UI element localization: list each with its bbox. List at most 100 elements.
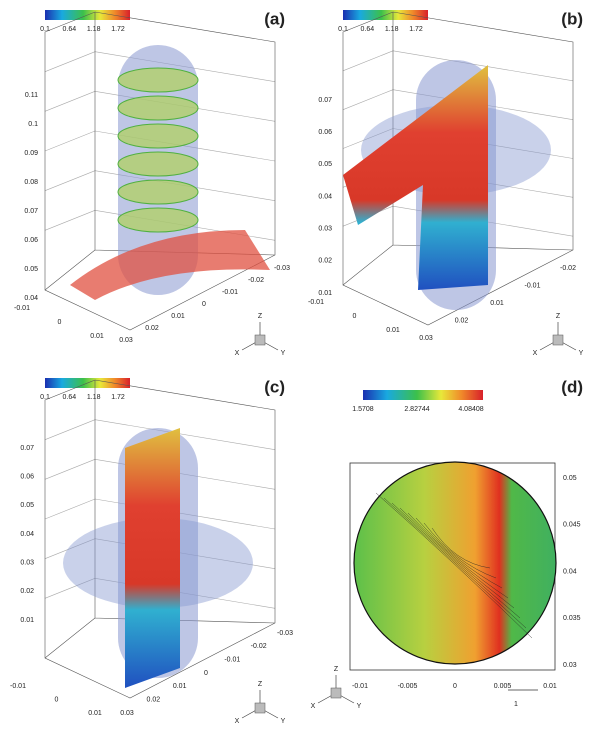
grid-line <box>45 52 95 72</box>
tick-label: 0 <box>55 696 59 703</box>
tick-label: 0.02 <box>20 588 34 595</box>
tick-label: 0.035 <box>563 615 581 622</box>
triad-label: Z <box>556 313 561 320</box>
grid-line <box>45 131 95 151</box>
tick-label: 0.03 <box>318 226 332 233</box>
triad-label: X <box>235 350 240 357</box>
grid-line <box>45 459 95 479</box>
triad-label: X <box>311 703 316 710</box>
tick-label: 0 <box>202 301 206 308</box>
grid-line <box>343 51 393 71</box>
grid-line <box>45 91 95 111</box>
triad-cube <box>255 703 265 713</box>
tick-label: 1.18 <box>87 26 101 33</box>
triad-label: Y <box>579 350 584 357</box>
ring <box>118 208 198 232</box>
tick-label: -0.03 <box>277 630 293 637</box>
tick-label: -0.03 <box>274 265 290 272</box>
tick-label: 1.18 <box>87 394 101 401</box>
tick-label: 0.04 <box>318 193 332 200</box>
tick-label: -0.02 <box>560 265 576 272</box>
tick-label: 0.01 <box>543 683 557 690</box>
grid-line <box>343 90 393 110</box>
triad-label: Y <box>281 718 286 725</box>
tick-label: -0.01 <box>224 657 240 664</box>
triad-label: X <box>235 718 240 725</box>
tick-label: 0.64 <box>63 26 77 33</box>
tick-label: -0.01 <box>525 282 541 289</box>
panel: (b)0.10.641.181.720.070.060.050.040.030.… <box>308 9 584 356</box>
tick-label: 0.005 <box>494 683 512 690</box>
triad-label: Y <box>281 350 286 357</box>
velocity-slab <box>343 65 488 290</box>
tick-label: 0.04 <box>24 295 38 302</box>
tick-label: 0.03 <box>120 710 134 717</box>
tick-label: 0.01 <box>88 710 102 717</box>
tick-label: 0.05 <box>20 502 34 509</box>
tick-label: 0.02 <box>318 258 332 265</box>
triad-cube <box>331 688 341 698</box>
tick-label: 0.07 <box>20 445 34 452</box>
ring <box>118 124 198 148</box>
scale-label: 1 <box>514 701 518 708</box>
tick-label: 0.1 <box>28 121 38 128</box>
triad-cube <box>255 335 265 345</box>
tick-label: 0 <box>58 319 62 326</box>
tick-label: 0 <box>353 313 357 320</box>
tick-label: 1.72 <box>111 26 125 33</box>
tick-label: 0 <box>453 683 457 690</box>
tick-label: 0.07 <box>318 97 332 104</box>
grid-line <box>45 210 95 230</box>
ring <box>118 68 198 92</box>
tick-label: 2.82744 <box>404 406 429 413</box>
tick-label: -0.01 <box>222 289 238 296</box>
tick-label: 0.03 <box>419 335 433 342</box>
tick-label: 0.03 <box>119 337 133 344</box>
tick-label: 0.01 <box>318 290 332 297</box>
tick-label: 1.5708 <box>352 406 374 413</box>
tick-label: -0.02 <box>248 277 264 284</box>
tick-label: 0.01 <box>171 313 185 320</box>
tick-label: 0.64 <box>361 26 375 33</box>
tick-label: 0.05 <box>563 475 577 482</box>
tick-label: 0.06 <box>318 129 332 136</box>
tick-label: 0.045 <box>563 522 581 529</box>
tick-label: 0.01 <box>173 683 187 690</box>
tick-label: -0.01 <box>14 305 30 312</box>
tick-label: 0.02 <box>147 697 161 704</box>
triad-label: Z <box>258 681 263 688</box>
figure: (a)0.10.641.181.720.110.10.090.080.070.0… <box>0 0 597 736</box>
tick-label: 0.07 <box>24 208 38 215</box>
panel-label: (c) <box>264 377 285 396</box>
tick-label: 0.03 <box>20 560 34 567</box>
tick-label: 0.64 <box>63 394 77 401</box>
tick-label: 0.08 <box>24 179 38 186</box>
tick-label: 0.03 <box>563 662 577 669</box>
tick-label: 0.02 <box>145 325 159 332</box>
tick-label: 0.02 <box>455 317 469 324</box>
colorbar <box>363 390 483 400</box>
tick-label: -0.01 <box>10 683 26 690</box>
ring <box>118 180 198 204</box>
tick-label: 0.04 <box>20 531 34 538</box>
tick-label: 0.11 <box>25 92 38 99</box>
tick-label: 0.01 <box>490 300 504 307</box>
tick-label: 0.01 <box>90 333 104 340</box>
tick-label: -0.005 <box>398 683 418 690</box>
tick-label: 1.72 <box>409 26 423 33</box>
ring <box>118 152 198 176</box>
panel: (c)0.10.641.181.720.070.060.050.040.030.… <box>10 377 293 724</box>
tick-label: 0.06 <box>20 474 34 481</box>
tick-label: -0.02 <box>251 643 267 650</box>
panel-label: (a) <box>264 9 285 28</box>
tick-label: -0.01 <box>352 683 368 690</box>
tick-label: 0.01 <box>386 327 400 334</box>
tick-label: 0.05 <box>318 161 332 168</box>
triad-label: Z <box>334 666 339 673</box>
tick-label: 0.09 <box>24 150 38 157</box>
tick-label: 1.72 <box>111 394 125 401</box>
ring <box>118 96 198 120</box>
panel-label: (b) <box>561 9 583 28</box>
